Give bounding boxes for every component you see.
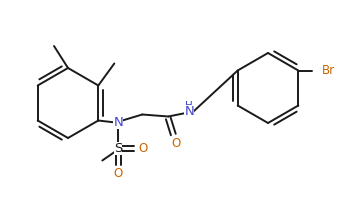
Text: S: S xyxy=(114,142,122,155)
Text: N: N xyxy=(184,105,194,118)
Text: O: O xyxy=(172,137,181,150)
Text: H: H xyxy=(185,101,193,110)
Text: O: O xyxy=(139,142,148,155)
Text: N: N xyxy=(113,116,123,129)
Text: Br: Br xyxy=(322,64,336,77)
Text: O: O xyxy=(114,167,123,180)
